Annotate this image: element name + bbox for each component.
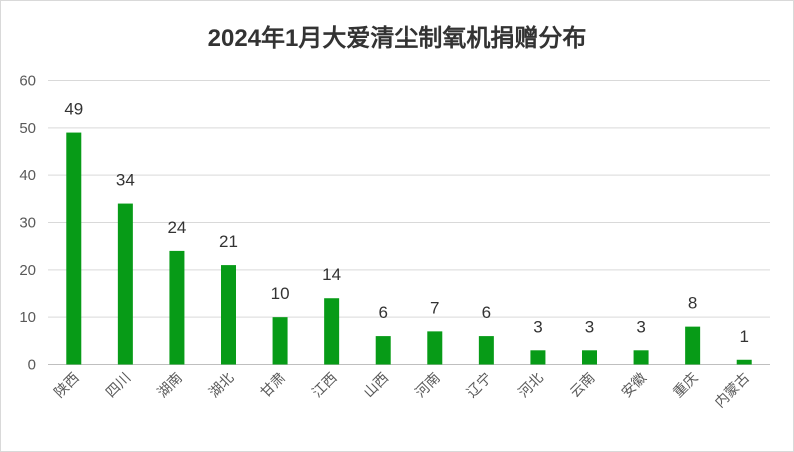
y-tick-label: 50 [19,120,36,137]
bar [66,132,82,365]
bar [530,350,546,365]
x-category-label: 内蒙古 [712,370,753,411]
x-category-label: 辽宁 [463,369,495,401]
data-label: 21 [219,232,238,251]
bar [169,250,185,365]
x-category-label: 江西 [309,370,340,401]
data-label: 34 [116,171,135,190]
bar [375,336,391,365]
bar [427,331,443,365]
bars [66,132,752,365]
bar [324,298,340,365]
y-tick-label: 60 [19,73,36,90]
data-label: 6 [378,303,387,322]
data-label: 8 [688,294,697,313]
data-label: 3 [585,317,594,336]
data-label: 7 [430,298,439,317]
data-label: 24 [167,218,186,237]
data-label: 49 [64,100,83,119]
x-category-label: 河北 [516,370,547,401]
data-label: 6 [482,303,491,322]
x-category-label: 重庆 [670,370,701,401]
chart-title: 2024年1月大爱清尘制氧机捐赠分布 [207,25,587,52]
bar [117,203,133,365]
x-category-label: 四川 [103,370,134,401]
y-axis-ticks: 0 10 20 30 40 50 60 [19,73,36,374]
x-category-label: 河南 [413,370,444,401]
data-label: 10 [271,284,290,303]
y-tick-label: 10 [19,309,36,326]
data-label: 3 [636,317,645,336]
x-axis-categories: 陕西 四川 湖南 湖北 甘肃 江西 山西 河南 辽宁 河北 云南 安徽 重庆 内蒙古 [52,369,754,411]
bar [685,326,701,365]
x-category-label: 陕西 [52,370,83,401]
data-label: 14 [322,265,341,284]
x-category-label: 湖北 [206,370,237,401]
y-tick-label: 20 [19,262,36,279]
data-label: 1 [739,327,748,346]
x-category-label: 云南 [567,370,598,401]
bar [582,350,597,365]
bar [272,317,288,365]
y-tick-label: 30 [19,215,36,232]
bar [221,265,236,365]
x-category-label: 山西 [361,370,392,401]
x-category-label: 湖南 [155,370,186,401]
y-tick-label: 40 [19,167,36,184]
y-tick-label: 0 [28,357,36,374]
data-label: 3 [533,317,542,336]
bar [736,359,752,365]
gridlines [48,80,770,365]
data-labels: 49 34 24 21 10 14 6 7 6 3 3 3 8 1 [64,100,749,346]
bar [633,350,649,365]
bar [478,336,494,365]
x-category-label: 甘肃 [258,370,289,401]
x-category-label: 安徽 [619,370,650,401]
